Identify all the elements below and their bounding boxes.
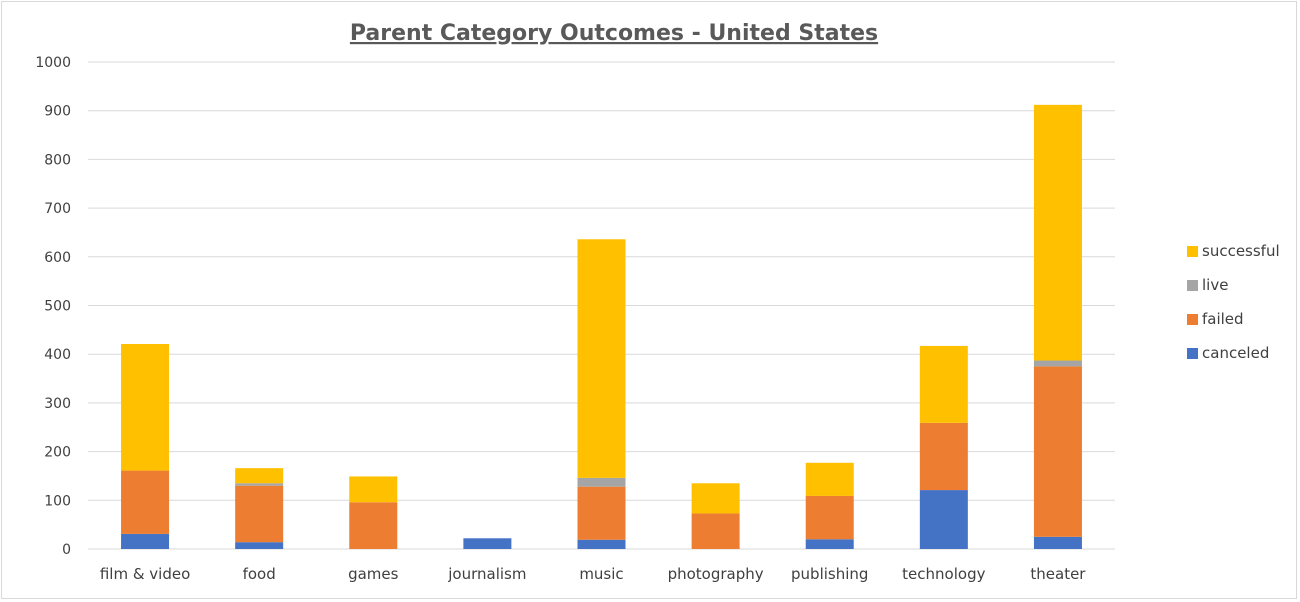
y-tick-label: 200 xyxy=(44,445,71,461)
bar-live-theater xyxy=(1033,360,1082,367)
legend-swatch-successful xyxy=(1187,246,1198,257)
legend-label-successful: successful xyxy=(1202,242,1280,260)
y-tick-label: 500 xyxy=(44,299,71,315)
y-tick-label: 700 xyxy=(44,201,71,217)
bar-successful-theater xyxy=(1033,104,1082,361)
bar-successful-food xyxy=(235,468,284,484)
bar-canceled-food xyxy=(235,542,284,549)
chart-title: Parent Category Outcomes - United States xyxy=(350,21,878,46)
x-category-label: food xyxy=(243,565,276,583)
bar-live-food xyxy=(235,483,284,486)
bar-successful-photography xyxy=(691,483,740,514)
y-tick-label: 100 xyxy=(44,493,71,509)
bar-live-music xyxy=(577,477,626,487)
y-tick-label: 300 xyxy=(44,396,71,412)
bar-canceled-theater xyxy=(1033,536,1082,549)
y-tick-label: 600 xyxy=(44,250,71,266)
bar-failed-technology xyxy=(919,422,968,491)
legend-label-failed: failed xyxy=(1202,310,1244,328)
legend-label-live: live xyxy=(1202,276,1228,294)
x-axis-categories: film & video food games journalism music phot… xyxy=(100,565,1086,583)
bar-canceled-film-video xyxy=(121,533,170,549)
bar-failed-photography xyxy=(691,513,740,549)
bar-successful-publishing xyxy=(805,462,854,496)
bar-successful-film-video xyxy=(121,343,170,471)
legend: successful live failed canceled xyxy=(1187,242,1280,362)
y-tick-label: 1000 xyxy=(35,55,71,71)
x-category-label: technology xyxy=(902,565,985,583)
x-category-label: music xyxy=(579,565,623,583)
y-axis-ticks: 0 100 200 300 400 500 600 700 800 900 1000 xyxy=(35,55,71,558)
y-tick-label: 0 xyxy=(62,542,71,558)
bar-canceled-music xyxy=(577,539,626,549)
bar-failed-film-video xyxy=(121,470,170,534)
bar-failed-publishing xyxy=(805,495,854,540)
x-category-label: publishing xyxy=(791,565,868,583)
y-tick-label: 800 xyxy=(44,152,71,168)
x-category-label: film & video xyxy=(100,565,190,583)
legend-swatch-canceled xyxy=(1187,348,1198,359)
bar-canceled-journalism xyxy=(463,538,512,549)
bars xyxy=(121,104,1082,549)
bar-successful-games xyxy=(349,476,398,503)
bar-successful-technology xyxy=(919,345,968,423)
legend-swatch-live xyxy=(1187,280,1198,291)
legend-swatch-failed xyxy=(1187,314,1198,325)
bar-failed-food xyxy=(235,485,284,543)
x-category-label: games xyxy=(348,565,399,583)
x-category-label: theater xyxy=(1030,565,1086,583)
y-tick-label: 400 xyxy=(44,347,71,363)
bar-canceled-publishing xyxy=(805,539,854,549)
legend-label-canceled: canceled xyxy=(1202,344,1269,362)
bar-failed-games xyxy=(349,502,398,549)
x-category-label: photography xyxy=(668,565,764,583)
y-tick-label: 900 xyxy=(44,104,71,120)
bar-failed-theater xyxy=(1033,366,1082,537)
bar-canceled-technology xyxy=(919,490,968,549)
bar-failed-music xyxy=(577,486,626,540)
bar-successful-music xyxy=(577,239,626,478)
x-category-label: journalism xyxy=(447,565,526,583)
